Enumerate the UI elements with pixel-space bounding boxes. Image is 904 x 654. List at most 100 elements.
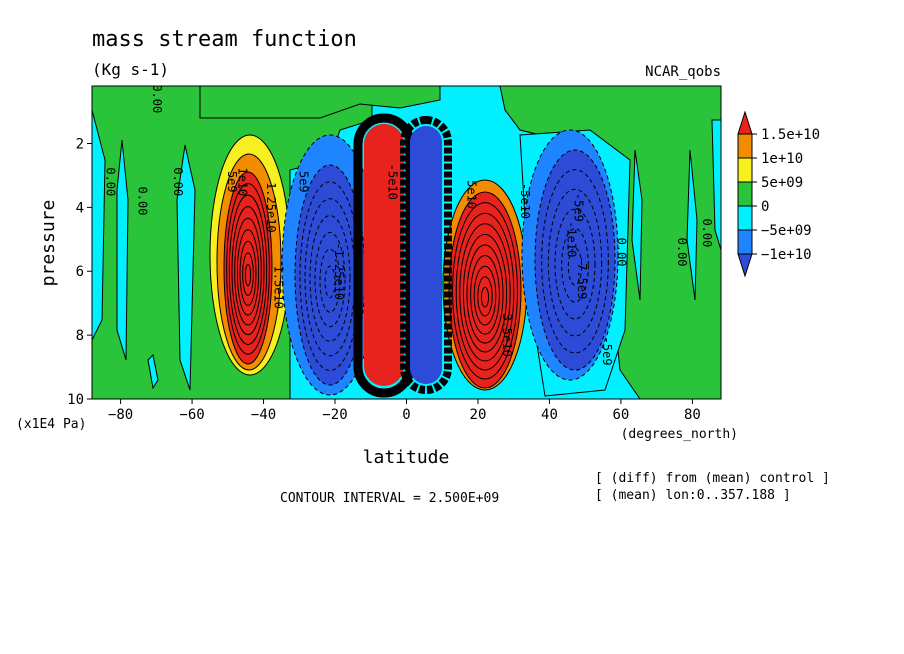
contour-ring-2-3 bbox=[459, 223, 511, 362]
y-tick-label-1: 4 bbox=[76, 200, 84, 216]
contour-label-10: -5e10 bbox=[386, 164, 400, 200]
x-tick-label-2: −40 bbox=[251, 407, 276, 423]
y-axis: 2 4 6 8 10 bbox=[67, 136, 92, 408]
contour-ring-3-2 bbox=[547, 188, 603, 337]
colorbar-segment-4 bbox=[737, 205, 753, 231]
contour-ring-2-9 bbox=[480, 286, 490, 308]
cell-equator-blue bbox=[410, 126, 442, 384]
colorbar-segment-2 bbox=[737, 157, 753, 183]
cyan-wedge-7 bbox=[711, 119, 721, 251]
y-tick-label-0: 2 bbox=[76, 136, 84, 152]
colorbar-top-arrow bbox=[737, 110, 753, 135]
contour-label-1: 0.00 bbox=[103, 167, 117, 196]
colorbar-segment-5 bbox=[737, 229, 753, 255]
contour-label-2: 0.00 bbox=[135, 187, 149, 216]
x-tick-label-6: 40 bbox=[541, 407, 558, 423]
y-tick-label-3: 8 bbox=[76, 328, 84, 344]
contour-ring-0-6 bbox=[239, 240, 257, 306]
contour-label-4: 5e9 bbox=[225, 171, 239, 193]
contour-ring-0-3 bbox=[231, 206, 265, 336]
chart-title: mass stream function bbox=[92, 27, 357, 52]
contour-label-18: 0.00 bbox=[614, 238, 628, 267]
contour-label-19: 0.00 bbox=[675, 238, 689, 267]
contour-ring-2-7 bbox=[473, 265, 497, 326]
contour-ring-0-5 bbox=[236, 229, 260, 316]
note-diff: [ (diff) from (mean) control ] bbox=[595, 471, 830, 486]
contour-ring-3-4 bbox=[561, 228, 589, 303]
cell-north-neg-inner bbox=[534, 149, 616, 371]
contour-label-0: 0.00 bbox=[150, 84, 164, 113]
cell-equator-red bbox=[364, 124, 404, 386]
x-tick-label-7: 60 bbox=[613, 407, 630, 423]
contour-ring-1-4 bbox=[314, 231, 346, 328]
y-tick-label-2: 6 bbox=[76, 264, 84, 280]
chart-units: (Kg s-1) bbox=[92, 60, 169, 79]
cyan-wedge-3 bbox=[147, 353, 159, 390]
contour-ring-1-1 bbox=[299, 181, 361, 371]
contour-label-12: -5e10 bbox=[518, 183, 532, 219]
plot-area: 0.000.000.000.00 5e91e101.25e101.5e105e9-… bbox=[92, 84, 721, 399]
green-region-top bbox=[199, 86, 441, 119]
contour-ring-1-5 bbox=[319, 248, 341, 313]
colorbar-label-1: 1e+10 bbox=[761, 151, 803, 167]
contour-label-16: -7.5e9 bbox=[575, 256, 589, 299]
contour-ring-3-5 bbox=[567, 247, 583, 286]
x-units: (degrees_north) bbox=[621, 427, 738, 442]
contour-ring-2-5 bbox=[466, 244, 504, 344]
contour-ring-2-6 bbox=[470, 255, 500, 335]
contour-ring-0-1 bbox=[226, 183, 270, 355]
x-axis-label: latitude bbox=[363, 447, 450, 468]
colorbar-bottom-arrow bbox=[737, 253, 753, 278]
contour-label-6: 1.25e10 bbox=[264, 182, 278, 233]
x-tick-label-0: −80 bbox=[108, 407, 133, 423]
contour-ring-2-1 bbox=[452, 202, 518, 380]
cyan-wedge-6 bbox=[686, 149, 698, 301]
x-tick-label-1: −60 bbox=[179, 407, 204, 423]
contour-label-17: -5e9 bbox=[600, 337, 614, 366]
cyan-wedge-5 bbox=[631, 149, 643, 301]
contour-labels: 0.000.000.000.00 5e91e101.25e101.5e105e9-… bbox=[103, 84, 714, 366]
contour-ring-3-1 bbox=[541, 169, 609, 354]
y-axis-label: pressure bbox=[38, 200, 59, 287]
x-tick-label-5: 20 bbox=[470, 407, 487, 423]
contour-ring-1-2 bbox=[304, 198, 356, 357]
contour-ring-0-2 bbox=[228, 194, 268, 345]
colorbar-segment-3 bbox=[737, 181, 753, 207]
dataset-label: NCAR_qobs bbox=[645, 64, 721, 80]
contour-label-5: 1e10 bbox=[236, 167, 250, 196]
contour-label-20: 0.00 bbox=[700, 218, 714, 247]
contour-ring-2-4 bbox=[462, 233, 508, 353]
contour-label-13: 3.5e10 bbox=[500, 313, 514, 356]
contour-ring-2-8 bbox=[477, 276, 493, 317]
colorbar: 1.5e+10 1e+10 5e+09 0 −5e+09 −1e+10 bbox=[737, 110, 820, 278]
colorbar-label-5: −1e+10 bbox=[761, 247, 812, 263]
contour-label-9: -1.25e10 bbox=[332, 242, 346, 300]
cell-equator-blue-outline bbox=[400, 116, 452, 394]
y-units: (x1E4 Pa) bbox=[16, 417, 86, 432]
colorbar-label-4: −5e+09 bbox=[761, 223, 812, 239]
colorbar-label-0: 1.5e+10 bbox=[761, 127, 820, 143]
contour-label-7: 1.5e10 bbox=[271, 266, 285, 309]
contour-ring-0-7 bbox=[242, 252, 254, 297]
contour-label-11: 5e10 bbox=[464, 180, 478, 209]
contour-interval: CONTOUR INTERVAL = 2.500E+09 bbox=[280, 491, 499, 506]
colorbar-segment-1 bbox=[737, 133, 753, 159]
contour-ring-1-6 bbox=[324, 265, 336, 299]
contour-ring-2-2 bbox=[455, 212, 515, 371]
cyan-wedge-4 bbox=[176, 144, 196, 391]
x-axis: −80 −60 −40 −20 0 20 40 60 80 bbox=[108, 399, 701, 423]
contour-label-3: 0.00 bbox=[171, 167, 185, 196]
cyan-wedge-2 bbox=[116, 139, 129, 361]
contour-ring-0-8 bbox=[244, 263, 252, 287]
x-tick-label-3: −20 bbox=[322, 407, 347, 423]
contour-ring-1-3 bbox=[309, 215, 351, 342]
x-tick-label-8: 80 bbox=[684, 407, 701, 423]
note-mean: [ (mean) lon:0..357.188 ] bbox=[595, 488, 791, 503]
contour-label-14: -5e9 bbox=[571, 193, 585, 222]
colorbar-label-2: 5e+09 bbox=[761, 175, 803, 191]
contour-label-8: 5e9 bbox=[296, 171, 310, 193]
y-tick-label-4: 10 bbox=[67, 392, 84, 408]
contour-ring-3-3 bbox=[554, 208, 596, 320]
cell-south-red bbox=[223, 171, 273, 365]
